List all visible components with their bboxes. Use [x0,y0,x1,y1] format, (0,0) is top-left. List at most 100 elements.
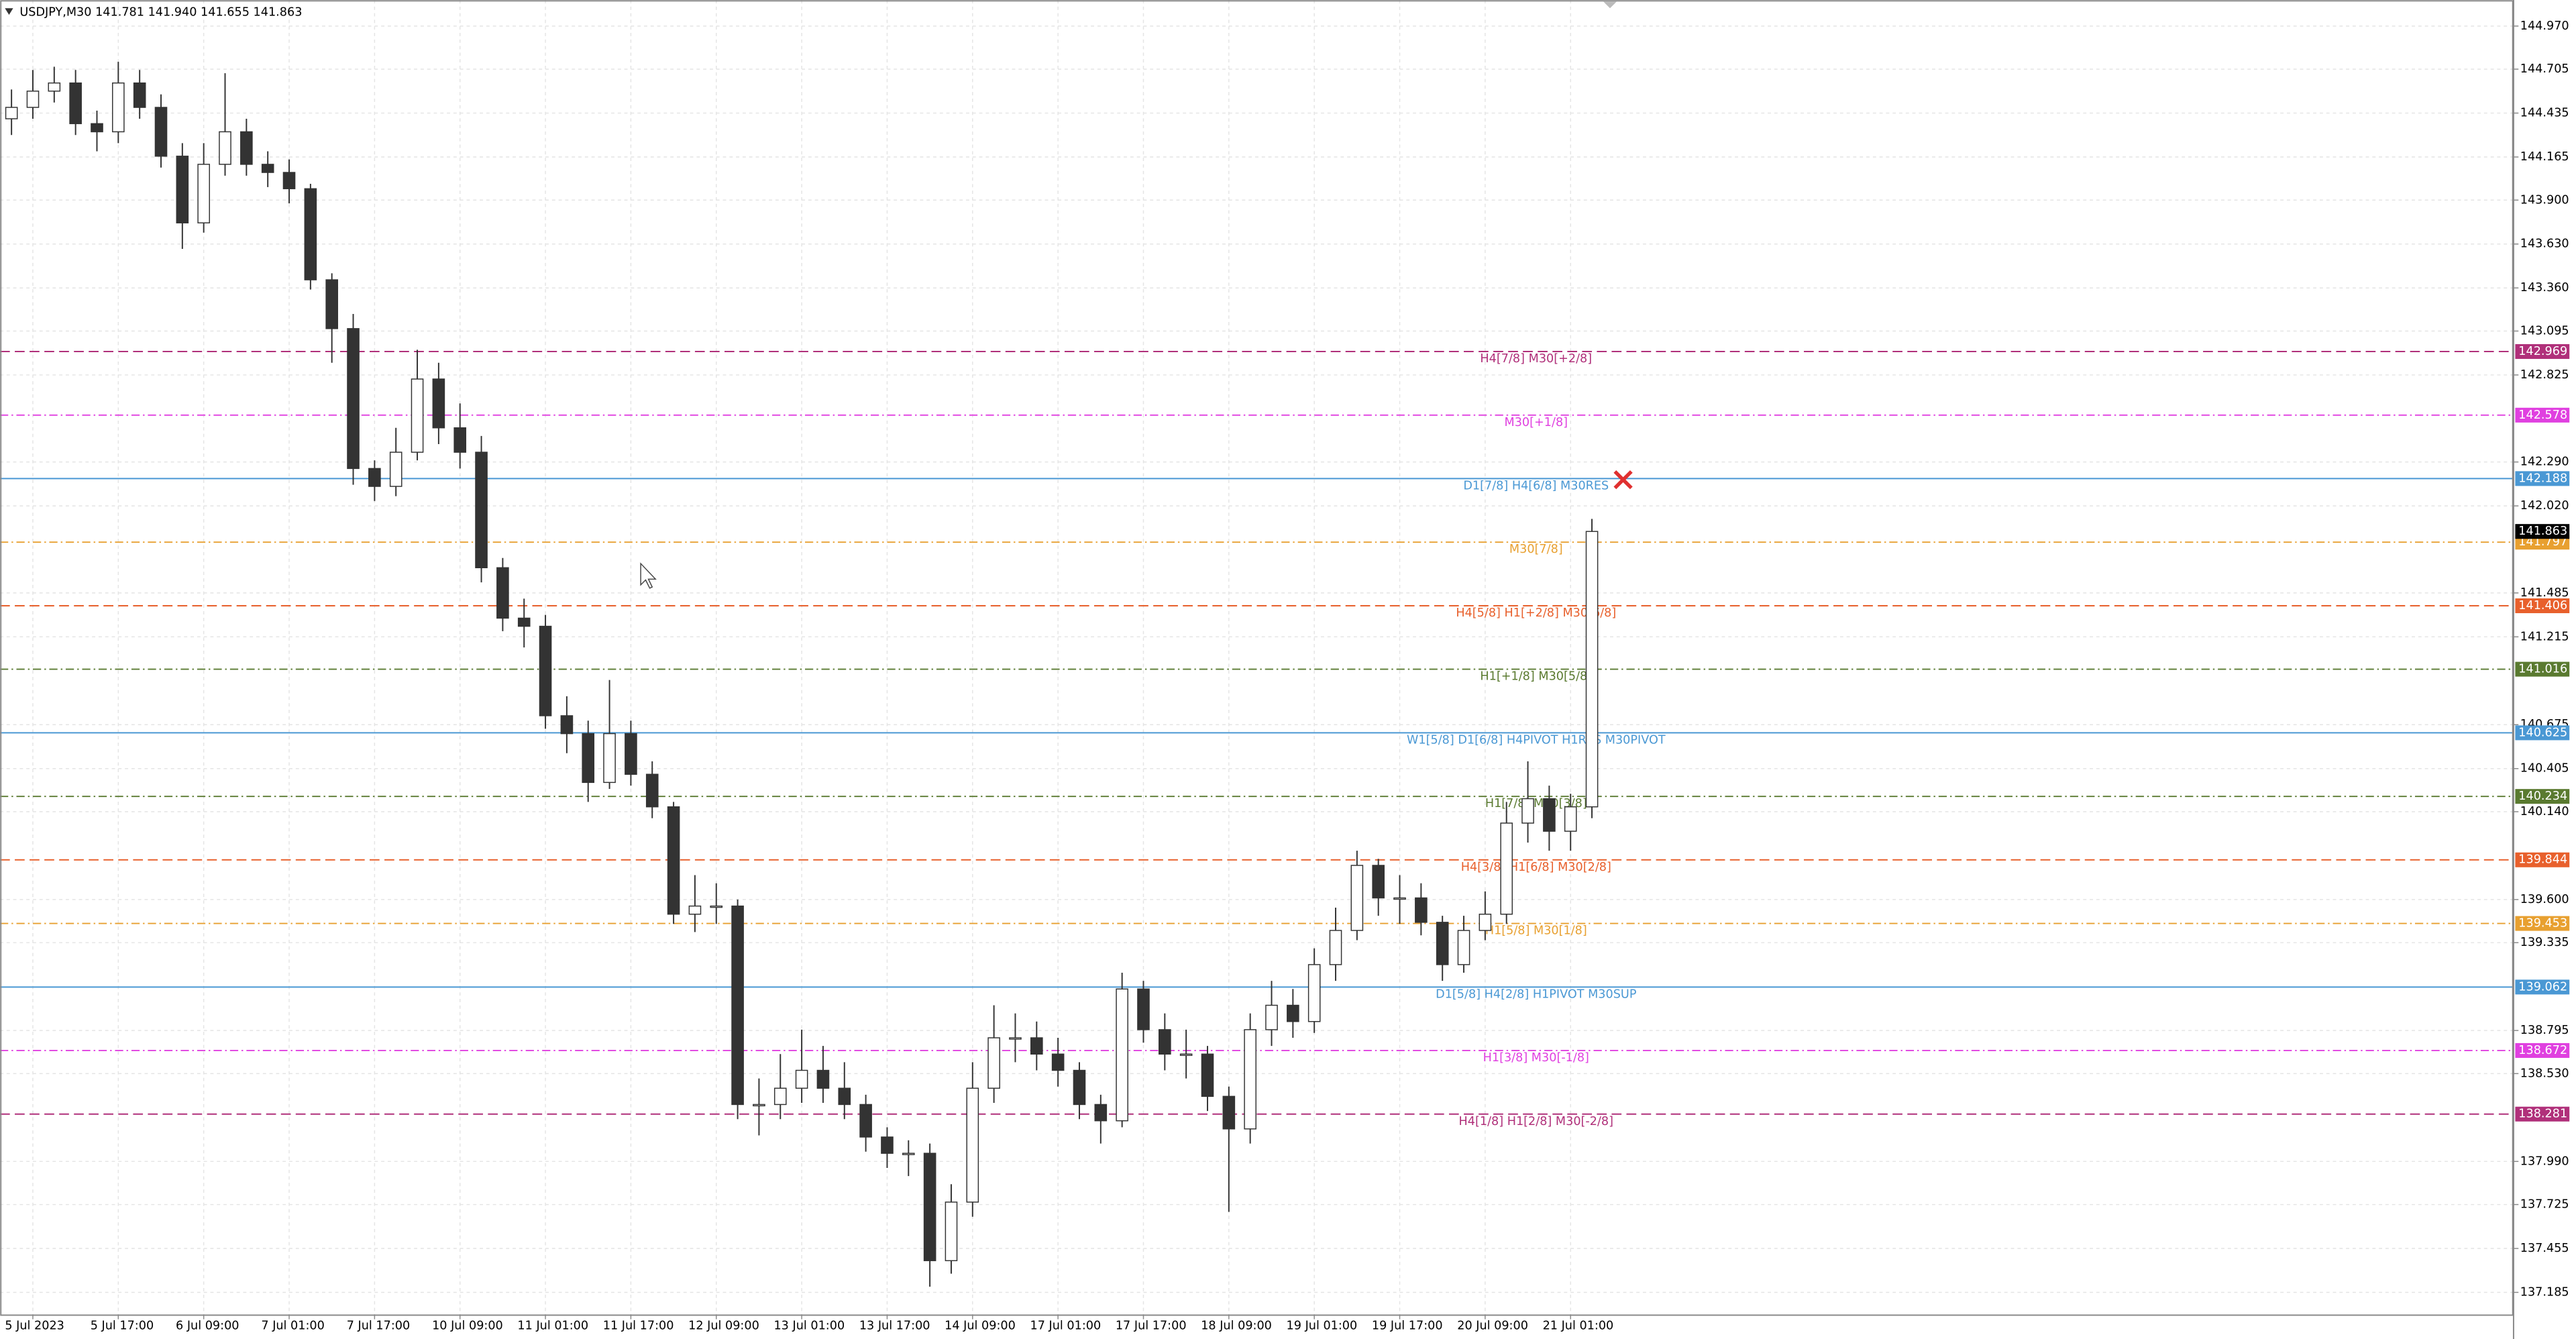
candle-body [91,123,103,133]
level-price-box [2515,1042,2570,1058]
y-tick-label: 139.600 [2520,893,2569,906]
candle-body [69,82,82,125]
candle-body [475,451,488,569]
candle-body [1265,1004,1278,1030]
level-label: H4[3/8] H1[6/8] M30[2/8] [1461,861,1611,874]
candle-body [1479,914,1492,931]
candle-body [282,172,296,190]
level-price-label: 139.453 [2518,917,2567,930]
candle-body [389,451,402,487]
candle-body [1543,798,1556,832]
candle-body [1030,1037,1043,1055]
x-tick-label: 5 Jul 17:00 [91,1319,154,1332]
level-label: D1[7/8] H4[6/8] M30RES [1463,479,1609,492]
candle-body [795,1069,808,1089]
level-label: H4[1/8] H1[2/8] M30[-2/8] [1459,1115,1614,1128]
level-price-label: 139.844 [2518,853,2567,867]
level-label: M30[+1/8] [1505,416,1568,429]
candle-body [1244,1029,1256,1130]
candle-body [5,107,18,119]
candle-body [1116,988,1128,1122]
y-tick-label: 140.140 [2520,805,2569,818]
shift-marker[interactable] [1603,1,1617,9]
y-tick-label: 144.435 [2520,107,2569,120]
y-tick-label: 143.360 [2520,281,2569,294]
candle-body [859,1104,872,1138]
level-price-box [2515,916,2570,931]
axis: 144.970 144.705 144.435 144.165 143.900 143.6… [5,19,2570,1332]
candle-body [26,91,40,108]
y-tick-label: 141.215 [2520,630,2569,643]
candle-body [710,905,723,908]
x-tick-label: 7 Jul 01:00 [261,1319,324,1332]
level-price-box [2515,725,2570,741]
candle-body [1372,865,1385,899]
x-tick-label: 17 Jul 17:00 [1116,1319,1187,1332]
candle-body [1159,1029,1171,1055]
y-tick-label: 137.990 [2520,1155,2569,1168]
level-price-box [2515,979,2570,995]
y-tick-label: 142.290 [2520,456,2569,469]
candle-body [176,156,189,223]
level-price-label: 138.281 [2518,1108,2567,1121]
level-price-label: 139.062 [2518,980,2567,994]
candle-body [1222,1095,1236,1130]
candle-body [1287,1004,1299,1022]
x-tick-label: 18 Jul 09:00 [1201,1319,1272,1332]
level-price-box [2515,344,2570,360]
y-tick-label: 137.455 [2520,1242,2569,1255]
level-label: D1[5/8] H4[2/8] H1PIVOT M30SUP [1436,987,1637,1001]
last-price-box [2515,524,2570,539]
level-price-box [2515,1106,2570,1122]
candle-body [667,806,680,915]
candle-body [816,1069,830,1089]
level-price-label: 140.234 [2518,790,2567,803]
candle-body [539,625,552,716]
x-tick-label: 11 Jul 17:00 [603,1319,674,1332]
level-label: H4[5/8] H1[+2/8] M30[6/8] [1456,606,1616,620]
candle-body [1521,798,1534,824]
candles [5,62,1599,1287]
y-tick-label: 144.705 [2520,62,2569,76]
delete-marker[interactable] [1613,470,1633,490]
y-tick-label: 140.405 [2520,762,2569,775]
y-tick-label: 142.020 [2520,499,2569,513]
y-tick-label: 142.825 [2520,368,2569,382]
x-tick-label: 7 Jul 17:00 [347,1319,410,1332]
candle-body [347,328,360,470]
menu-arrow[interactable] [5,8,13,15]
level-price-box [2515,471,2570,486]
candle-body [688,905,702,915]
candle-body [1179,1053,1193,1056]
y-tick-label: 138.795 [2520,1024,2569,1037]
candle-body [1201,1053,1214,1097]
level-label: H1[7/8] M30[3/8] [1485,797,1587,810]
candle-body [112,82,125,133]
y-tick-label: 139.335 [2520,936,2569,949]
candle-body [1415,897,1428,923]
x-tick-label: 5 Jul 2023 [5,1319,64,1332]
candle-body [325,279,338,329]
candle-body [1585,531,1599,808]
candle-body [1457,930,1470,965]
level-label: H1[3/8] M30[-1/8] [1483,1051,1589,1065]
candle-body [987,1037,1000,1089]
candle-body [881,1136,894,1154]
candle-body [368,468,381,487]
level-label: W1[5/8] D1[6/8] H4PIVOT H1RES M30PIVOT [1407,733,1666,747]
plot-frame [0,0,2514,1316]
level-price-label: 142.188 [2518,472,2567,485]
candle-body [411,378,424,453]
candle-body [838,1087,851,1106]
level-price-label: 140.625 [2518,726,2567,739]
candle-body [1137,988,1150,1030]
candle-body [496,567,509,619]
level-price-box [2515,661,2570,677]
y-tick-label: 143.900 [2520,193,2569,207]
candle-body [1051,1053,1065,1071]
level-label: H1[5/8] M30[1/8] [1485,924,1587,938]
candle-body [645,773,659,808]
candle-body [154,107,168,157]
candle-body [923,1153,936,1261]
